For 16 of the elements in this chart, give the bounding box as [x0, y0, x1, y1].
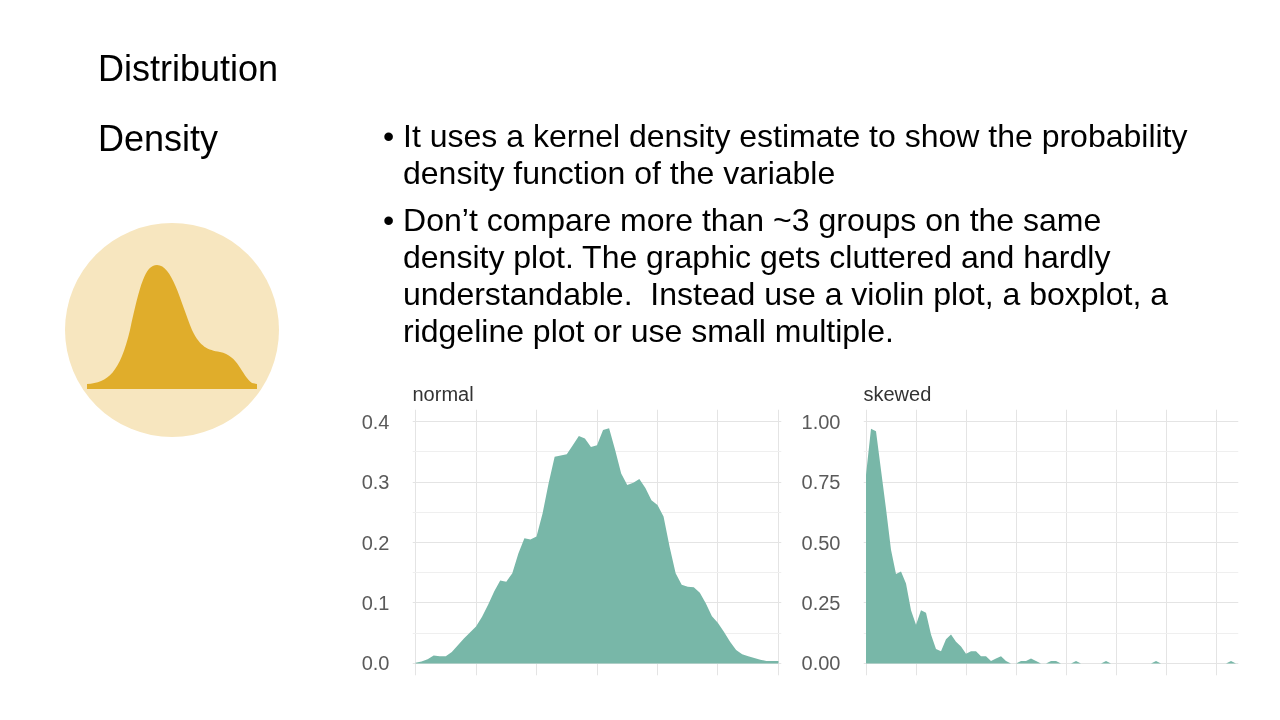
y-tick-label: 0.3: [361, 471, 390, 494]
text: Density: [98, 118, 219, 160]
text: Distribution: [98, 48, 279, 90]
y-tick-label: 0.50: [801, 531, 841, 554]
chart-title: skewed: [863, 382, 932, 405]
text: • Don’t compare more than ~3 groups on the same density plot. The graphic gets cluttered and hardly understandable. Instead use a violin plot, a boxplot, a ridgeline plot or use small multiple.: [383, 202, 1169, 350]
y-tick-label: 0.75: [801, 471, 841, 494]
chart-title: normal: [412, 382, 474, 405]
y-tick-label: 0.25: [801, 591, 841, 614]
y-tick-label: 1.00: [801, 410, 841, 433]
y-tick-label: 0.2: [361, 531, 390, 554]
text: • It uses a kernel density estimate to show the probability density function of the variable: [383, 118, 1189, 192]
y-tick-label: 0.4: [361, 410, 390, 433]
y-tick-label: 0.1: [361, 591, 390, 614]
y-tick-label: 0.0: [361, 652, 390, 675]
y-tick-label: 0.00: [801, 652, 841, 675]
